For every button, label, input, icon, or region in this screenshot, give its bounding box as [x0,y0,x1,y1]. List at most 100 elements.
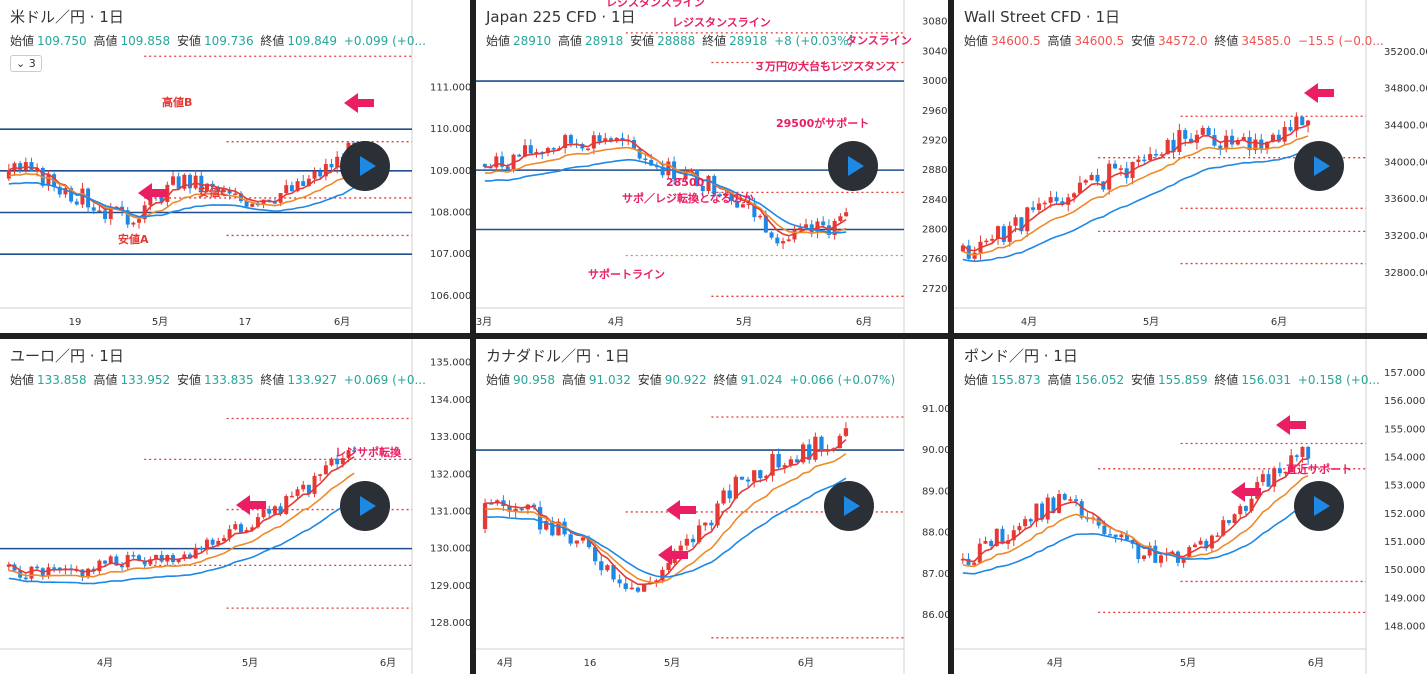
candle-body [1238,506,1243,515]
play-button[interactable] [828,141,878,191]
candle-body [1072,193,1077,198]
candle-body [733,476,738,499]
candle-body [1019,217,1024,232]
candle-body [204,183,209,192]
candle-body [984,240,989,243]
candle-body [513,508,518,512]
candle-body [284,496,289,514]
candle-body [1017,526,1022,531]
candle-body [1243,506,1248,511]
price-tick-label: 107.000 [430,249,470,260]
candle-body [171,176,175,185]
candle-body [137,555,142,561]
play-button[interactable] [1294,141,1344,191]
candle-body [1089,174,1094,181]
chart-panel-jp225: 30800 30400 30000 29600 29200 28800 28400 28000… [476,0,948,333]
price-tick-label: 30800 [922,17,948,28]
candle-body [6,564,11,567]
annotation-label: ３万円の大台もレジスタンス [754,59,897,73]
price-tick-label: 150.000 [1384,565,1425,576]
play-button[interactable] [340,481,390,531]
candle-body [517,154,522,157]
candle-body [1095,174,1100,182]
candle-body [221,190,226,193]
annotation-label: 高値B [162,95,192,109]
candle-body [746,203,751,205]
chart-canvas[interactable]: 111.000 110.000 109.000 108.000 107.000 106.0… [0,0,470,333]
time-tick-label: 4月 [97,657,113,669]
price-tick-label: 151.000 [1384,537,1425,548]
candle-body [23,577,28,580]
candle-body [684,538,690,546]
candle-body [227,529,232,539]
time-tick-label: 6月 [1308,657,1324,669]
play-button[interactable] [824,481,874,531]
chart-canvas[interactable]: 91.000 90.000 89.000 88.000 87.000 86.000 4月 16… [476,339,948,674]
left-arrow-icon [1304,83,1334,103]
candle-body [1229,135,1235,145]
candle-body [1077,182,1082,194]
candle-body [1183,130,1188,139]
candle-body [18,163,23,171]
candle-body [972,252,977,259]
candle-body [803,224,808,228]
chart-canvas[interactable]: 135.000 134.000 133.000 132.000 131.000 130.0… [0,339,470,674]
candle-body [12,163,17,170]
candle-body [786,239,791,242]
price-tick-label: 88.000 [922,528,948,539]
candle-body [1253,139,1258,151]
price-tick-label: 149.000 [1384,593,1425,604]
candle-body [507,505,512,512]
candle-body [301,181,306,186]
time-tick-label: 5月 [242,657,258,669]
candle-body [1306,120,1311,126]
candle-body [1036,203,1042,210]
candle-body [1288,127,1293,131]
candle-body [709,522,714,526]
annotation-label: サポ／レジ転換となるのか [622,191,754,205]
chart-title: Japan 225 CFD · 1日 [486,8,636,26]
time-tick-label: 5月 [664,657,680,669]
candle-body [1300,446,1305,457]
ema-fast-line [485,438,847,586]
chart-canvas[interactable]: 30800 30400 30000 29600 29200 28800 28400 28000… [476,0,948,333]
candle-body [1194,134,1199,143]
candle-body [204,539,209,550]
candle-body [643,158,648,161]
ema-fast-line [962,124,1309,252]
candle-body [844,212,849,217]
play-button[interactable] [1294,481,1344,531]
chart-canvas[interactable]: 157.000 156.000 155.000 154.000 153.000 152.0… [954,339,1427,674]
candle-body [1209,535,1214,549]
time-tick-label: 17 [239,317,252,328]
candle-body [631,140,636,149]
candle-body [250,527,255,531]
candle-body [250,203,255,207]
candle-body [255,517,260,528]
candle-body [278,506,283,514]
candle-body [1181,557,1186,563]
time-tick-label: 6月 [334,316,350,328]
candle-body [80,188,85,205]
indicator-count-button[interactable]: ⌄ 3 [10,55,42,72]
candle-body [519,508,524,511]
candle-body [108,206,113,219]
candle-body [261,199,266,205]
candle-body [1221,520,1226,536]
candle-body [329,164,334,168]
price-tick-label: 27200 [922,284,948,295]
candle-body [580,537,586,541]
candle-body [597,135,602,142]
ema-slow-line [962,150,1309,263]
ema-fast-line [8,456,355,574]
candle-body [764,475,769,479]
candle-body [1119,534,1124,538]
price-tick-label: 106.000 [430,291,470,302]
candle-body [1266,474,1271,487]
candle-body [1108,534,1113,536]
chart-canvas[interactable]: 35200.00 34800.00 34400.00 34000.00 33600.00… [954,0,1427,333]
price-tick-label: 27600 [922,254,948,265]
candle-body [1000,528,1005,544]
candle-body [216,540,221,545]
play-button[interactable] [340,141,390,191]
